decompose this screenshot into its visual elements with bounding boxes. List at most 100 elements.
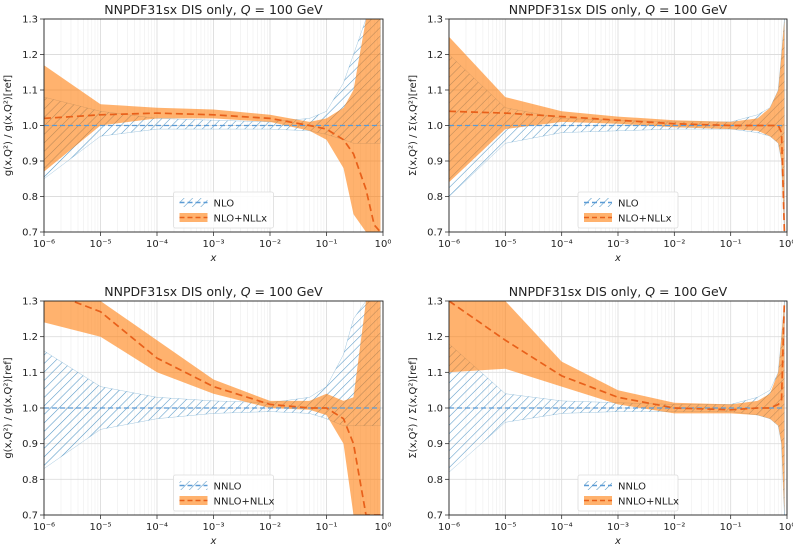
y-tick-label: 1.2 <box>22 332 38 343</box>
chart-title-rest: = 100 GeV <box>251 284 324 299</box>
legend: NNLO NNLO+NLLx <box>577 474 679 512</box>
y-tick-label: 0.9 <box>427 157 443 168</box>
x-tick-label: 10⁻² <box>663 239 685 250</box>
legend: NLO NLO+NLLx <box>173 191 274 229</box>
series-layer <box>44 19 382 232</box>
x-tick-label: 10⁻² <box>259 522 281 533</box>
y-tick-label: 1.1 <box>427 86 443 97</box>
band-nnlo-nllx <box>449 301 785 515</box>
panels: 10⁻⁶ 10⁻⁵ 10⁻⁴ 10⁻³ 10⁻² 10⁻¹ 10⁰ 0.7 0.8 0.9 1.0 1… <box>3 2 793 547</box>
x-tick-label: 10⁻³ <box>607 522 629 533</box>
series-layer <box>449 301 786 515</box>
x-tick-label: 10⁰ <box>779 239 793 250</box>
central-line-nnlo-nllx <box>69 301 381 515</box>
series-layer <box>449 19 786 232</box>
x-tick-label: 10⁻⁵ <box>89 522 111 533</box>
y-tick-label: 1.2 <box>427 50 443 61</box>
legend-swatch <box>584 213 612 222</box>
y-tick-label: 0.9 <box>427 439 443 450</box>
y-tick-label: 1.0 <box>22 121 38 132</box>
x-axis-label: x <box>210 536 217 547</box>
chart-title-main: NNPDF31sx DIS only, <box>104 2 240 17</box>
y-tick-label: 1.3 <box>427 15 443 26</box>
panel-top-right: 10⁻⁶ 10⁻⁵ 10⁻⁴ 10⁻³ 10⁻² 10⁻¹ 10⁰ 0.7 0.8 0.9 1.0 1… <box>408 2 793 264</box>
chart-title-rest: = 100 GeV <box>655 2 728 17</box>
y-tick-label: 1.3 <box>22 297 38 308</box>
y-tick-label: 0.8 <box>427 475 443 486</box>
legend-label: NLO+NLLx <box>214 214 268 225</box>
x-tick-label: 10⁻⁴ <box>551 522 573 533</box>
legend-swatch <box>179 496 208 505</box>
axes-frame <box>43 300 384 516</box>
x-tick-label: 10⁻² <box>663 522 685 533</box>
y-tick-label: 1.0 <box>427 121 443 132</box>
x-tick-label: 10⁻⁶ <box>438 522 460 533</box>
x-tick-label: 10⁻⁴ <box>146 239 168 250</box>
chart-title-rest: = 100 GeV <box>251 2 324 17</box>
axes-frame <box>448 300 788 516</box>
panel-bottom-left: 10⁻⁶ 10⁻⁵ 10⁻⁴ 10⁻³ 10⁻² 10⁻¹ 10⁰ 0.7 0.8 0.9 1.0 1… <box>3 284 391 547</box>
y-tick-label: 1.3 <box>22 15 38 26</box>
chart-title-q: Q <box>241 284 251 299</box>
x-tick-label: 10⁻¹ <box>720 239 742 250</box>
legend-label: NLO <box>618 199 639 210</box>
chart-title-rest: = 100 GeV <box>655 284 728 299</box>
y-tick-label: 1.3 <box>427 297 443 308</box>
x-tick-label: 10⁻⁵ <box>494 522 516 533</box>
central-line-nlo-nllx <box>44 112 382 232</box>
chart-title: NNPDF31sx DIS only, Q = 100 GeV <box>509 284 728 299</box>
panel-top-left: 10⁻⁶ 10⁻⁵ 10⁻⁴ 10⁻³ 10⁻² 10⁻¹ 10⁰ 0.7 0.8 0.9 1.0 1… <box>3 2 391 264</box>
axes-frame <box>43 18 384 233</box>
panel-bottom-right: 10⁻⁶ 10⁻⁵ 10⁻⁴ 10⁻³ 10⁻² 10⁻¹ 10⁰ 0.7 0.8 0.9 1.0 1… <box>408 284 793 547</box>
x-axis-label: x <box>210 253 217 264</box>
chart-title: NNPDF31sx DIS only, Q = 100 GeV <box>104 284 323 299</box>
x-tick-label: 10⁻³ <box>607 239 629 250</box>
y-axis-label: g(x,Q²) / g(x,Q²)[ref] <box>3 357 14 458</box>
x-tick-label: 10⁰ <box>375 239 392 250</box>
chart-title: NNPDF31sx DIS only, Q = 100 GeV <box>509 2 728 17</box>
x-tick-label: 10⁻³ <box>202 522 224 533</box>
x-axis-label: x <box>614 536 621 547</box>
x-tick-label: 10⁻⁶ <box>438 239 460 250</box>
x-tick-label: 10⁻¹ <box>315 239 337 250</box>
axes-frame <box>448 18 788 233</box>
x-axis-label: x <box>614 253 621 264</box>
central-line-nlo-nllx <box>449 110 786 232</box>
legend-label: NNLO <box>618 482 646 493</box>
legend: NNLO NNLO+NLLx <box>173 474 275 512</box>
y-tick-label: 0.8 <box>427 192 443 203</box>
y-tick-label: 0.8 <box>22 475 38 486</box>
chart-title-main: NNPDF31sx DIS only, <box>509 284 645 299</box>
chart-title-q: Q <box>645 2 655 17</box>
y-tick-label: 0.7 <box>427 511 443 522</box>
legend: NLO NLO+NLLx <box>577 191 679 229</box>
x-tick-label: 10⁻⁵ <box>494 239 516 250</box>
y-tick-label: 1.2 <box>427 332 443 343</box>
chart-title: NNPDF31sx DIS only, Q = 100 GeV <box>104 2 323 17</box>
y-tick-label: 0.9 <box>22 439 38 450</box>
y-axis-label: g(x,Q²) / g(x,Q²)[ref] <box>3 75 14 176</box>
chart-title-main: NNPDF31sx DIS only, <box>509 2 645 17</box>
legend-swatch <box>179 213 208 222</box>
x-tick-label: 10⁻¹ <box>315 522 337 533</box>
x-tick-label: 10⁻⁵ <box>89 239 111 250</box>
x-tick-label: 10⁻⁶ <box>33 522 55 533</box>
x-tick-label: 10⁻⁴ <box>551 239 573 250</box>
x-tick-label: 10⁻¹ <box>720 522 742 533</box>
x-tick-label: 10⁻⁶ <box>33 239 55 250</box>
y-tick-label: 0.9 <box>22 157 38 168</box>
x-tick-label: 10⁻³ <box>202 239 224 250</box>
x-tick-label: 10⁻² <box>259 239 281 250</box>
x-tick-label: 10⁰ <box>375 522 392 533</box>
y-tick-label: 1.0 <box>427 404 443 415</box>
central-line-nnlo-nllx <box>449 301 786 411</box>
y-tick-label: 1.0 <box>22 404 38 415</box>
legend-label: NLO+NLLx <box>618 214 672 225</box>
y-axis-label: Σ(x,Q²) / Σ(x,Q²)[ref] <box>408 75 419 176</box>
legend-swatch <box>584 198 612 207</box>
y-tick-label: 0.7 <box>22 228 38 239</box>
legend-swatch <box>584 496 612 505</box>
y-axis-label: Σ(x,Q²) / Σ(x,Q²)[ref] <box>408 357 419 458</box>
y-tick-label: 0.7 <box>22 511 38 522</box>
